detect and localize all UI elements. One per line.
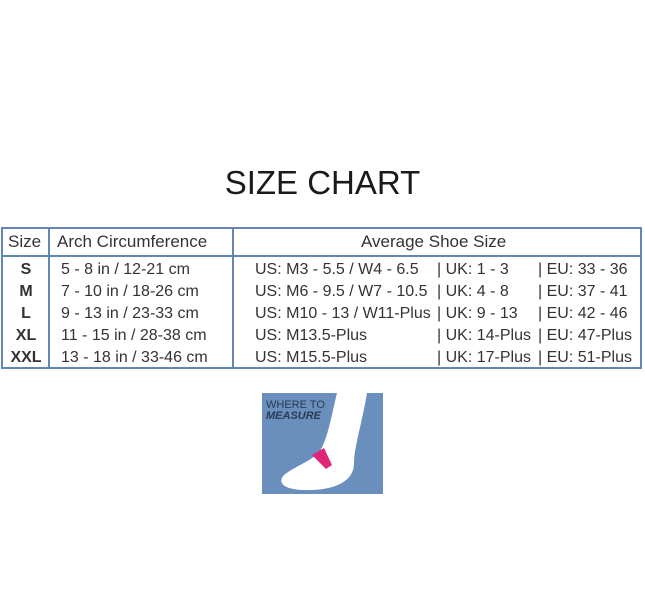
measure-label: WHERE TO MEASURE [266,400,325,422]
arch-cell: 5 - 8 in / 12-21 cm [61,261,190,278]
measure-label-line2: MEASURE [266,410,322,422]
header-arch: Arch Circumference [57,232,208,251]
foot-illustration [281,393,367,491]
arch-cell: 7 - 10 in / 18-26 cm [61,283,199,300]
eu-size-cell: | EU: 47-Plus [538,327,632,344]
size-table: Size Arch Circumference Average Shoe Siz… [1,227,642,369]
size-cell: XL [15,327,37,344]
us-size-cell: US: M10 - 13 / W11-Plus [255,305,431,322]
uk-size-cell: | UK: 9 - 13 [437,305,518,322]
column-divider [48,229,50,367]
eu-size-cell: | EU: 42 - 46 [538,305,628,322]
uk-size-cell: | UK: 4 - 8 [437,283,509,300]
table-row: L 9 - 13 in / 23-33 cm US: M10 - 13 / W11-… [3,303,640,325]
where-to-measure-image: WHERE TO MEASURE [262,393,383,494]
eu-size-cell: | EU: 33 - 36 [538,261,628,278]
table-row: XL 11 - 15 in / 28-38 cm US: M13.5-Plus | U… [3,325,640,347]
table-row: M 7 - 10 in / 18-26 cm US: M6 - 9.5 / W7 -… [3,281,640,303]
page-title: SIZE CHART [224,164,421,201]
table-row: S 5 - 8 in / 12-21 cm US: M3 - 5.5 / W4 - … [3,259,640,281]
column-divider [232,229,234,367]
arch-cell: 13 - 18 in / 33-46 cm [61,349,208,366]
table-header: Size Arch Circumference Average Shoe Siz… [3,229,640,257]
size-cell: XXL [10,349,42,366]
measure-label-line1: WHERE TO [266,399,325,411]
header-shoe: Average Shoe Size [361,232,507,251]
eu-size-cell: | EU: 37 - 41 [538,283,628,300]
us-size-cell: US: M13.5-Plus [255,327,368,344]
header-size: Size [8,232,42,251]
arch-cell: 11 - 15 in / 28-38 cm [61,327,207,344]
uk-size-cell: | UK: 14-Plus [437,327,531,344]
uk-size-cell: | UK: 17-Plus [437,349,531,366]
arch-cell: 9 - 13 in / 23-33 cm [61,305,199,322]
us-size-cell: US: M15.5-Plus [255,349,368,366]
size-cell: M [19,283,33,300]
eu-size-cell: | EU: 51-Plus [538,349,632,366]
us-size-cell: US: M6 - 9.5 / W7 - 10.5 [255,283,428,300]
uk-size-cell: | UK: 1 - 3 [437,261,509,278]
us-size-cell: US: M3 - 5.5 / W4 - 6.5 [255,261,419,278]
size-cell: S [20,261,32,278]
size-cell: L [21,305,31,322]
table-row: XXL 13 - 18 in / 33-46 cm US: M15.5-Plus | … [3,347,640,369]
